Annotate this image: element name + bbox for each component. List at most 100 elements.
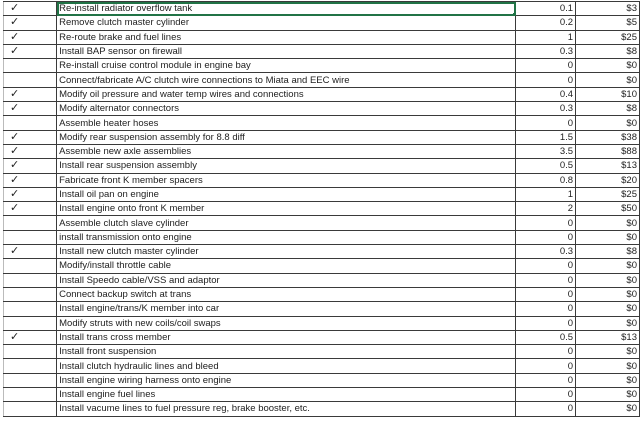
task-cell[interactable]: Install BAP sensor on firewall xyxy=(56,43,517,60)
done-cell[interactable] xyxy=(2,315,58,331)
cost-cell[interactable]: $10 xyxy=(575,86,640,103)
task-cell[interactable]: Install rear suspension assembly xyxy=(56,158,517,174)
done-cell[interactable] xyxy=(2,229,58,246)
hours-cell[interactable]: 0.5 xyxy=(515,329,577,346)
done-cell[interactable] xyxy=(2,344,58,360)
hours-cell[interactable]: 2 xyxy=(515,201,577,217)
task-cell[interactable]: Install oil pan on engine xyxy=(56,186,517,203)
task-cell[interactable]: Remove clutch master cylinder xyxy=(56,15,517,31)
done-cell[interactable]: ✓ xyxy=(2,158,58,174)
cost-cell[interactable]: $0 xyxy=(575,387,640,403)
cost-cell[interactable]: $0 xyxy=(575,344,640,360)
hours-cell[interactable]: 0 xyxy=(515,272,577,288)
cost-cell[interactable]: $8 xyxy=(575,43,640,60)
hours-cell[interactable]: 0 xyxy=(515,115,577,131)
hours-cell[interactable]: 0 xyxy=(515,315,577,331)
task-cell[interactable]: Install vacume lines to fuel pressure re… xyxy=(56,401,517,417)
task-cell[interactable]: Modify/install throttle cable xyxy=(56,258,517,274)
hours-cell[interactable]: 0.5 xyxy=(515,158,577,174)
hours-cell[interactable]: 0 xyxy=(515,401,577,417)
done-cell[interactable]: ✓ xyxy=(2,15,58,31)
task-cell[interactable]: Install engine wiring harness onto engin… xyxy=(56,372,517,389)
task-cell[interactable]: Install Speedo cable/VSS and adaptor xyxy=(56,272,517,288)
hours-cell[interactable]: 0 xyxy=(515,229,577,246)
cost-cell[interactable]: $13 xyxy=(575,329,640,346)
task-cell[interactable]: Connect backup switch at trans xyxy=(56,286,517,303)
cost-cell[interactable]: $25 xyxy=(575,186,640,203)
hours-cell[interactable]: 0 xyxy=(515,358,577,374)
hours-cell[interactable]: 0.8 xyxy=(515,172,577,188)
task-cell[interactable]: Re-route brake and fuel lines xyxy=(56,29,517,45)
hours-cell[interactable]: 0 xyxy=(515,72,577,88)
cost-cell[interactable]: $8 xyxy=(575,101,640,117)
task-cell[interactable]: Assemble heater hoses xyxy=(56,115,517,131)
task-cell[interactable]: Assemble new axle assemblies xyxy=(56,143,517,160)
task-cell[interactable]: Install front suspension xyxy=(56,344,517,360)
cost-cell[interactable]: $0 xyxy=(575,372,640,389)
task-cell[interactable]: Install engine onto front K member xyxy=(56,201,517,217)
hours-cell[interactable]: 0.1 xyxy=(515,0,577,17)
task-cell[interactable]: Assemble clutch slave cylinder xyxy=(56,215,517,231)
cost-cell[interactable]: $0 xyxy=(575,58,640,74)
hours-cell[interactable]: 0 xyxy=(515,387,577,403)
hours-cell[interactable]: 0 xyxy=(515,286,577,303)
done-cell[interactable]: ✓ xyxy=(2,244,58,260)
hours-cell[interactable]: 1.5 xyxy=(515,129,577,145)
cost-cell[interactable]: $0 xyxy=(575,229,640,246)
done-cell[interactable] xyxy=(2,301,58,317)
hours-cell[interactable]: 0.3 xyxy=(515,101,577,117)
task-cell[interactable]: Install trans cross member xyxy=(56,329,517,346)
cost-cell[interactable]: $0 xyxy=(575,215,640,231)
done-cell[interactable]: ✓ xyxy=(2,0,58,17)
task-cell[interactable]: Fabricate front K member spacers xyxy=(56,172,517,188)
task-cell[interactable]: Modify rear suspension assembly for 8.8 … xyxy=(56,129,517,145)
hours-cell[interactable]: 0 xyxy=(515,215,577,231)
cost-cell[interactable]: $0 xyxy=(575,72,640,88)
task-cell[interactable]: Install clutch hydraulic lines and bleed xyxy=(56,358,517,374)
hours-cell[interactable]: 0 xyxy=(515,58,577,74)
done-cell[interactable] xyxy=(2,72,58,88)
hours-cell[interactable]: 3.5 xyxy=(515,143,577,160)
cost-cell[interactable]: $88 xyxy=(575,143,640,160)
hours-cell[interactable]: 0.3 xyxy=(515,43,577,60)
cost-cell[interactable]: $25 xyxy=(575,29,640,45)
cost-cell[interactable]: $20 xyxy=(575,172,640,188)
hours-cell[interactable]: 0 xyxy=(515,301,577,317)
done-cell[interactable] xyxy=(2,401,58,417)
done-cell[interactable] xyxy=(2,272,58,288)
cost-cell[interactable]: $0 xyxy=(575,258,640,274)
cost-cell[interactable]: $3 xyxy=(575,0,640,17)
hours-cell[interactable]: 0 xyxy=(515,258,577,274)
cost-cell[interactable]: $13 xyxy=(575,158,640,174)
task-cell[interactable]: Modify alternator connectors xyxy=(56,101,517,117)
cost-cell[interactable]: $0 xyxy=(575,286,640,303)
done-cell[interactable]: ✓ xyxy=(2,143,58,160)
cost-cell[interactable]: $0 xyxy=(575,401,640,417)
done-cell[interactable]: ✓ xyxy=(2,172,58,188)
task-cell[interactable]: install transmission onto engine xyxy=(56,229,517,246)
cost-cell[interactable]: $0 xyxy=(575,358,640,374)
cost-cell[interactable]: $0 xyxy=(575,301,640,317)
cost-cell[interactable]: $5 xyxy=(575,15,640,31)
task-cell[interactable]: Install new clutch master cylinder xyxy=(56,244,517,260)
task-cell[interactable]: Re-install cruise control module in engi… xyxy=(56,58,517,74)
hours-cell[interactable]: 1 xyxy=(515,29,577,45)
done-cell[interactable] xyxy=(2,215,58,231)
done-cell[interactable] xyxy=(2,286,58,303)
task-cell[interactable]: Connect/fabricate A/C clutch wire connec… xyxy=(56,72,517,88)
done-cell[interactable] xyxy=(2,115,58,131)
done-cell[interactable]: ✓ xyxy=(2,329,58,346)
cost-cell[interactable]: $0 xyxy=(575,272,640,288)
done-cell[interactable]: ✓ xyxy=(2,29,58,45)
done-cell[interactable] xyxy=(2,387,58,403)
cost-cell[interactable]: $38 xyxy=(575,129,640,145)
cost-cell[interactable]: $0 xyxy=(575,115,640,131)
done-cell[interactable]: ✓ xyxy=(2,186,58,203)
hours-cell[interactable]: 0 xyxy=(515,372,577,389)
task-cell[interactable]: Modify oil pressure and water temp wires… xyxy=(56,86,517,103)
done-cell[interactable]: ✓ xyxy=(2,129,58,145)
task-cell[interactable]: Re-install radiator overflow tank xyxy=(56,0,517,17)
cost-cell[interactable]: $8 xyxy=(575,244,640,260)
done-cell[interactable]: ✓ xyxy=(2,86,58,103)
hours-cell[interactable]: 0 xyxy=(515,344,577,360)
